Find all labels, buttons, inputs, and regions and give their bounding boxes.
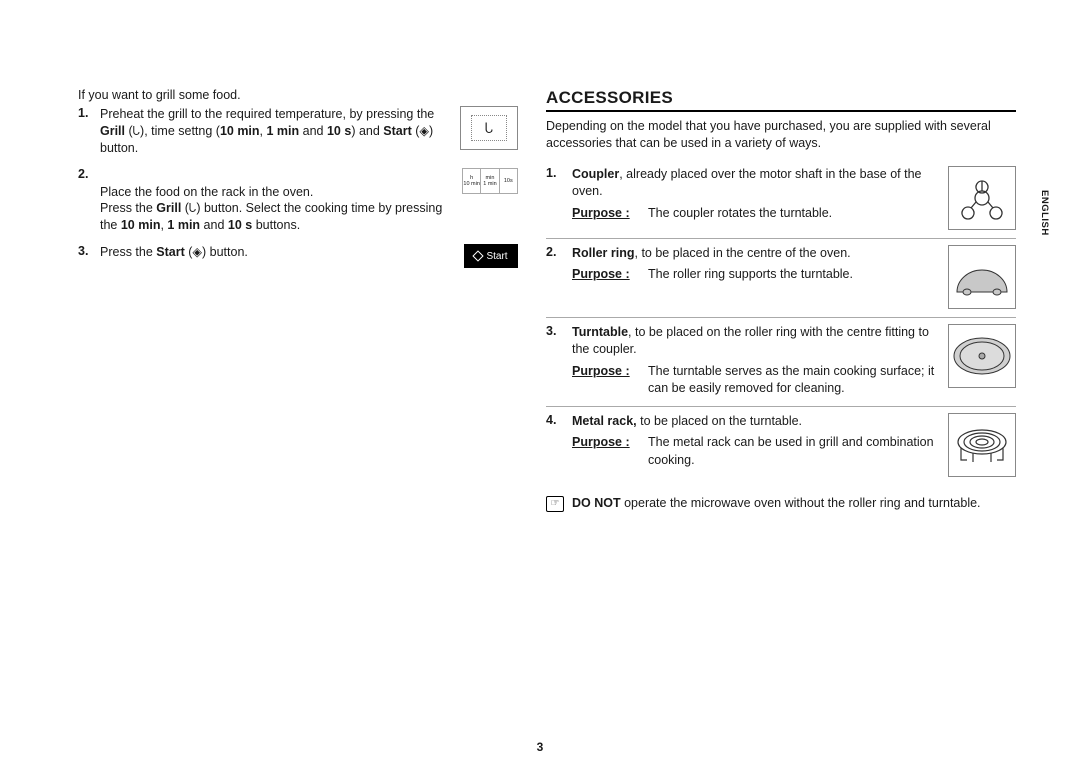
accessories-intro: Depending on the model that you have pur… [546, 118, 1016, 152]
step-body: Preheat the grill to the required temper… [100, 106, 444, 157]
step-2: 2. Place the food on the rack in the ove… [78, 167, 518, 235]
step-num: 3. [78, 244, 94, 258]
metal-rack-icon [948, 413, 1016, 477]
accessory-turntable: 3. Turntable, to be placed on the roller… [546, 318, 1016, 407]
grill-steps: 1. Preheat the grill to the required tem… [78, 106, 518, 268]
time-buttons-icon: h10 min min1 min 10s [450, 167, 518, 194]
grill-button-icon: ᘂ [450, 106, 518, 153]
right-column: ACCESSORIES Depending on the model that … [546, 88, 1016, 512]
step-num: 2. [78, 167, 94, 181]
left-column: If you want to grill some food. 1. Prehe… [78, 88, 518, 512]
start-button-icon: Start [450, 244, 518, 268]
step-body: Place the food on the rack in the oven. … [100, 167, 444, 235]
step-1: 1. Preheat the grill to the required tem… [78, 106, 518, 157]
accessories-heading: ACCESSORIES [546, 88, 1016, 112]
language-tab: ENGLISH [1039, 190, 1050, 236]
coupler-icon [948, 166, 1016, 230]
turntable-icon [948, 324, 1016, 388]
page-number: 3 [0, 740, 1080, 754]
accessory-metal-rack: 4. Metal rack, to be placed on the turnt… [546, 407, 1016, 485]
accessory-roller-ring: 2. Roller ring, to be placed in the cent… [546, 239, 1016, 318]
warning-icon: ☞ [546, 496, 564, 512]
warning-note: ☞ DO NOT operate the microwave oven with… [546, 495, 1016, 513]
grill-intro: If you want to grill some food. [78, 88, 518, 102]
page-columns: If you want to grill some food. 1. Prehe… [78, 88, 1020, 512]
step-body: Press the Start (◈) button. [100, 244, 444, 261]
accessory-coupler: 1. Coupler, already placed over the moto… [546, 160, 1016, 239]
step-num: 1. [78, 106, 94, 120]
roller-ring-icon [948, 245, 1016, 309]
step-3: 3. Press the Start (◈) button. Start [78, 244, 518, 268]
